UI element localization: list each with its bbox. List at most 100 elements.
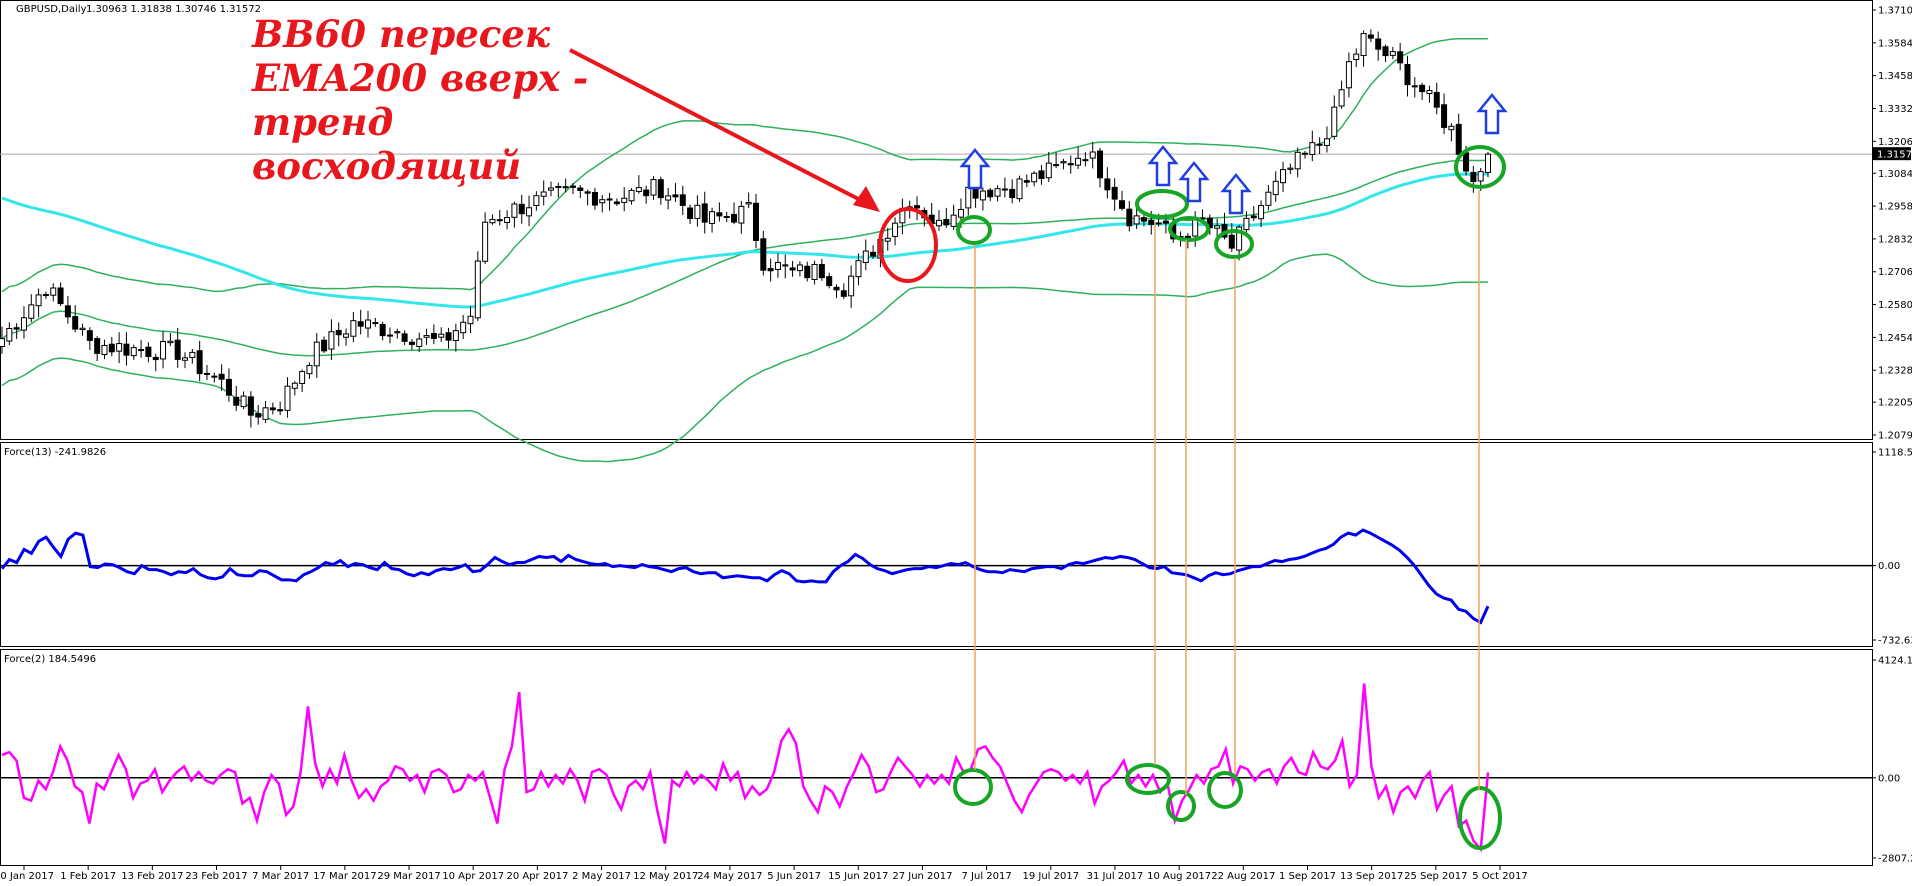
candle-body bbox=[1236, 226, 1243, 251]
up-arrow-icon bbox=[1220, 173, 1252, 215]
candle-body bbox=[386, 334, 393, 337]
candle-body bbox=[892, 222, 899, 237]
candle-body bbox=[452, 330, 459, 342]
candle-body bbox=[138, 349, 145, 352]
candle-body bbox=[1280, 169, 1287, 184]
red-arrow-shaft bbox=[569, 48, 871, 207]
candle-body bbox=[94, 338, 101, 354]
price-tick-label: 1.29580 bbox=[1878, 202, 1912, 213]
green-ellipse-marker bbox=[1125, 763, 1171, 795]
candle-body bbox=[1287, 167, 1294, 170]
time-tick-label: 5 Oct 2017 bbox=[1472, 871, 1527, 882]
time-tick-label: 24 May 2017 bbox=[697, 871, 762, 882]
green-ellipse-marker bbox=[1458, 786, 1502, 850]
candle-body bbox=[233, 396, 240, 406]
candle-body bbox=[401, 333, 408, 342]
candle-body bbox=[255, 413, 262, 418]
current-price-label: 1.31572 bbox=[1877, 150, 1912, 161]
candle-body bbox=[1338, 89, 1345, 107]
candle-body bbox=[569, 185, 576, 188]
candle-body bbox=[1053, 164, 1060, 167]
time-tick-label: 20 Jan 2017 bbox=[0, 871, 54, 882]
price-tick-label: 1.37105 bbox=[1878, 6, 1912, 17]
candle-body bbox=[1118, 200, 1125, 209]
green-ellipse-marker bbox=[956, 215, 992, 245]
candle-body bbox=[687, 207, 694, 219]
candle-body bbox=[1441, 104, 1448, 128]
candle-body bbox=[291, 382, 298, 389]
candle-body bbox=[1455, 123, 1462, 155]
candle-body bbox=[306, 364, 313, 375]
candle-body bbox=[635, 187, 642, 192]
candle-body bbox=[1214, 225, 1221, 229]
candle-body bbox=[86, 330, 93, 341]
candle-body bbox=[1426, 89, 1433, 94]
candle-body bbox=[277, 409, 284, 412]
candle-body bbox=[1382, 46, 1389, 57]
candle-body bbox=[957, 208, 964, 218]
candle-body bbox=[1323, 138, 1330, 146]
candle-body bbox=[174, 339, 181, 360]
time-tick-label: 20 Apr 2017 bbox=[506, 871, 568, 882]
candle-body bbox=[1272, 180, 1279, 196]
candle-body bbox=[833, 286, 840, 291]
force13-indicator: 1118.597 0.00 -732.630 bbox=[0, 448, 1912, 647]
candle-body bbox=[1331, 106, 1338, 137]
candle-body bbox=[599, 199, 606, 204]
green-ellipse-marker bbox=[1166, 790, 1196, 822]
candle-body bbox=[811, 263, 818, 280]
candle-body bbox=[979, 190, 986, 201]
time-tick-label: 1 Feb 2017 bbox=[60, 871, 116, 882]
candle-body bbox=[123, 343, 130, 356]
candle-body bbox=[64, 305, 71, 318]
candle-body bbox=[1060, 161, 1067, 164]
candle-body bbox=[72, 316, 79, 330]
candle-body bbox=[1301, 152, 1308, 155]
candle-body bbox=[950, 214, 957, 227]
candle-body bbox=[511, 203, 518, 218]
candle-body bbox=[1111, 186, 1118, 200]
time-tick-label: 25 Sep 2017 bbox=[1404, 871, 1467, 882]
candle-body bbox=[1316, 143, 1323, 146]
price-tick-label: 1.33325 bbox=[1878, 104, 1912, 115]
candle-body bbox=[987, 189, 994, 198]
candle-body bbox=[965, 186, 972, 209]
ema200-line bbox=[1, 172, 1489, 309]
candle-body bbox=[20, 317, 27, 331]
candle-body bbox=[613, 201, 620, 205]
candle-body bbox=[884, 237, 891, 242]
time-tick-label: 13 Feb 2017 bbox=[121, 871, 183, 882]
candle-body bbox=[935, 219, 942, 227]
candle-body bbox=[1067, 163, 1074, 166]
candle-body bbox=[1375, 38, 1382, 50]
candle-body bbox=[1294, 151, 1301, 170]
time-tick-label: 1 Sep 2017 bbox=[1279, 871, 1336, 882]
candle-body bbox=[218, 373, 225, 380]
time-axis: 20 Jan 2017 1 Feb 2017 13 Feb 2017 23 Feb 2… bbox=[0, 866, 1528, 882]
candle-body bbox=[496, 219, 503, 222]
candle-body bbox=[335, 329, 342, 336]
up-arrow-icon bbox=[959, 148, 991, 190]
candle-body bbox=[862, 250, 869, 264]
candle-body bbox=[489, 218, 496, 224]
candle-body bbox=[108, 343, 115, 353]
candle-body bbox=[1397, 51, 1404, 64]
candle-body bbox=[760, 238, 767, 271]
candle-body bbox=[1133, 215, 1140, 225]
candle-body bbox=[840, 290, 847, 297]
candle-body bbox=[1433, 91, 1440, 108]
candle-body bbox=[445, 332, 452, 341]
time-tick-label: 5 Jun 2017 bbox=[767, 871, 821, 882]
candle-body bbox=[438, 333, 445, 338]
candle-body bbox=[767, 268, 774, 272]
time-tick-label: 27 Jun 2017 bbox=[892, 871, 952, 882]
candle-body bbox=[518, 203, 525, 215]
candle-body bbox=[1448, 125, 1455, 131]
candle-body bbox=[723, 215, 730, 218]
candle-body bbox=[1258, 205, 1265, 220]
indicator-tick-label: 4124.12 bbox=[1878, 656, 1912, 667]
candle-body bbox=[1104, 178, 1111, 191]
time-tick-label: 10 Apr 2017 bbox=[442, 871, 504, 882]
candle-body bbox=[28, 304, 35, 319]
candle-body bbox=[1140, 217, 1147, 222]
